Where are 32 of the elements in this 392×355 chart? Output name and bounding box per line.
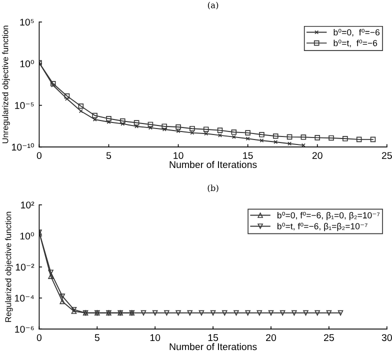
y-tick-label: 10⁰ bbox=[20, 232, 34, 240]
y-axis-title: Unregularized objective function bbox=[2, 26, 10, 144]
y-axis-title: Regularized objective function bbox=[5, 212, 13, 322]
x-axis-title: Number of Iterations bbox=[170, 343, 257, 350]
x-tick-label: 10 bbox=[174, 152, 184, 159]
legend-label: b⁰=0, f⁰=−6, β₁=0, β₂=10⁻⁷ bbox=[277, 212, 380, 220]
y-tick-label: 10⁻⁵ bbox=[15, 102, 34, 109]
x-tick-label: 15 bbox=[243, 152, 253, 159]
y-tick-label: 10⁻⁶ bbox=[15, 326, 34, 333]
y-tick-label: 10⁻² bbox=[16, 264, 34, 271]
x-tick-label: 25 bbox=[324, 334, 334, 342]
x-axis-title: Number of Iterations bbox=[170, 160, 257, 168]
chart-title: (b) bbox=[208, 184, 218, 192]
x-tick-label: 0 bbox=[36, 334, 42, 342]
y-tick-label: 10² bbox=[21, 202, 34, 208]
y-tick-label: 10⁻¹⁰ bbox=[12, 143, 34, 151]
x-tick-label: 10 bbox=[150, 334, 160, 342]
legend-label: b⁰=t, f⁰=−6 bbox=[334, 40, 378, 48]
x-tick-label: 5 bbox=[106, 152, 112, 159]
y-tick-label: 10⁻⁴ bbox=[14, 294, 34, 302]
x-tick-label: 5 bbox=[94, 334, 100, 342]
x-tick-label: 25 bbox=[382, 152, 392, 159]
x-tick-label: 15 bbox=[208, 334, 218, 342]
chart-title: (a) bbox=[208, 2, 218, 10]
x-tick-label: 0 bbox=[36, 152, 42, 159]
y-tick-label: 10⁵ bbox=[20, 18, 34, 26]
y-tick-label: 10⁰ bbox=[20, 60, 34, 68]
x-tick-label: 20 bbox=[266, 334, 276, 342]
x-tick-label: 20 bbox=[312, 152, 322, 159]
legend-label: b⁰=t, f⁰=−6, β₁=β₂=10⁻⁷ bbox=[277, 222, 368, 232]
x-tick-label: 30 bbox=[382, 334, 392, 342]
legend-label: b⁰=0, f⁰=−6 bbox=[334, 28, 380, 36]
